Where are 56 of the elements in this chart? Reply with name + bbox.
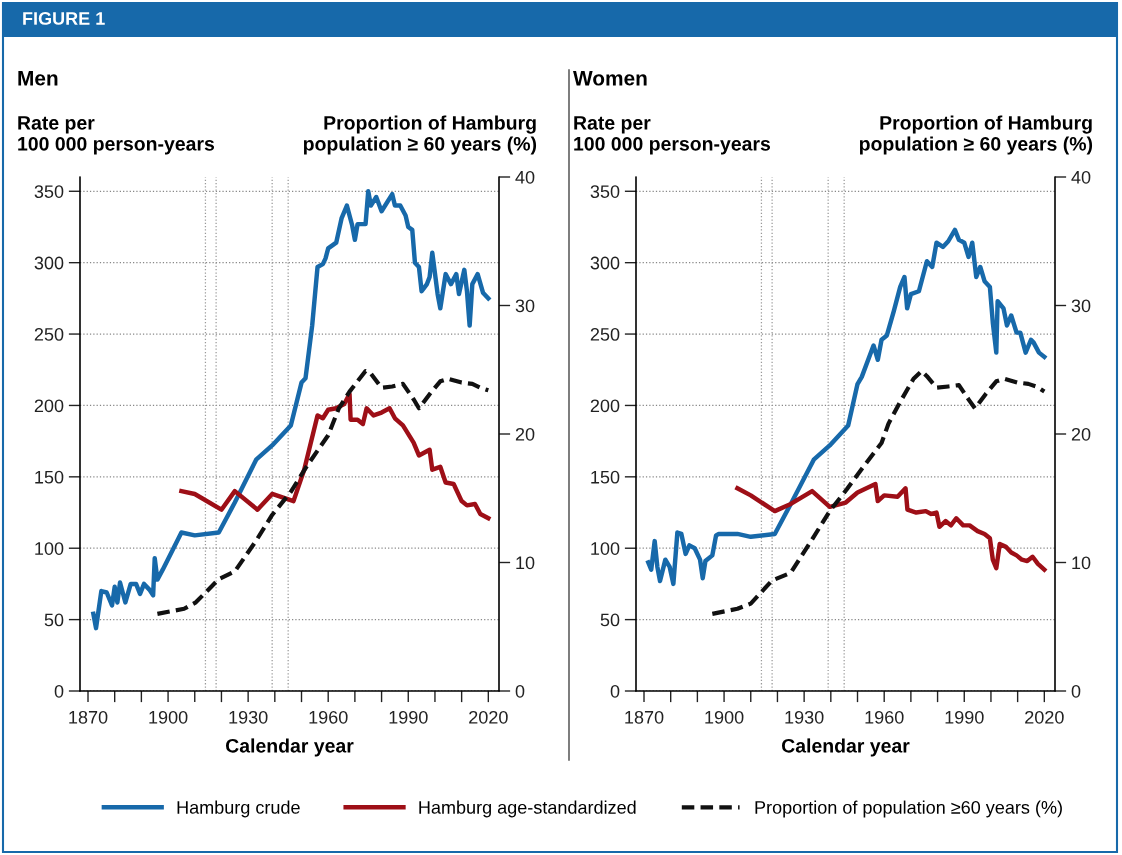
x-tick-label: 1990 (945, 710, 984, 724)
y-tick-label: 350 (590, 185, 620, 198)
y2-tick-label: 0 (515, 684, 525, 698)
legend-label: Hamburg age-standardized (419, 800, 636, 818)
y2-tick-label: 0 (1071, 684, 1081, 698)
y-tick-label: 250 (590, 327, 620, 341)
y-tick-label: 200 (590, 399, 620, 413)
y-axis-title: Rate per 100 000 person-years (18, 116, 215, 155)
chart-title: Women (573, 71, 647, 86)
y-tick-label: 150 (591, 470, 620, 484)
y2-tick-label: 40 (1071, 170, 1091, 184)
y-tick-label: 0 (54, 684, 64, 698)
y-tick-label: 100 (35, 542, 64, 555)
x-tick-label: 1990 (389, 710, 428, 724)
x-tick-label: 1930 (785, 710, 824, 724)
legend-label: Hamburg crude (177, 800, 300, 818)
line-series (735, 481, 1047, 572)
y-tick-label: 300 (590, 256, 620, 270)
y2-tick-label: 10 (516, 556, 535, 570)
y2-tick-label: 40 (515, 170, 535, 184)
line-series (155, 368, 491, 616)
y2-axis-title: Proportion of Hamburg population ≥ 60 years (%) (303, 115, 537, 155)
y-tick-label: 100 (591, 542, 620, 555)
line-series (179, 391, 491, 521)
x-tick-label: 1960 (309, 710, 348, 724)
x-tick-label: 1900 (705, 710, 744, 724)
x-tick-label: 1900 (149, 710, 188, 724)
y2-axis-title: Proportion of Hamburg population ≥ 60 years (%) (859, 115, 1093, 155)
line-series (646, 227, 1047, 587)
y2-tick-label: 10 (1072, 556, 1091, 570)
caption: FIGURE 1 (23, 12, 105, 25)
y2-tick-label: 20 (515, 427, 535, 441)
x-tick-label: 2020 (1025, 710, 1064, 724)
x-tick-label: 1930 (229, 710, 268, 724)
y-tick-label: 150 (35, 470, 64, 484)
chart-title: Men (18, 71, 58, 86)
y-axis-title: Rate per 100 000 person-years (574, 116, 771, 155)
y-tick-label: 50 (44, 613, 64, 627)
y2-tick-label: 30 (1071, 299, 1091, 313)
line-series (710, 368, 1047, 616)
x-axis-title: Calendar year (781, 738, 910, 757)
x-tick-label: 1870 (625, 710, 664, 724)
x-axis-title: Calendar year (225, 738, 354, 757)
y-tick-label: 0 (610, 684, 620, 698)
y-tick-label: 200 (34, 399, 64, 413)
y-tick-label: 350 (34, 185, 64, 198)
y2-tick-label: 20 (1071, 427, 1091, 441)
y-tick-label: 300 (34, 256, 64, 270)
line-series (91, 189, 491, 631)
legend-label: Proportion of population ≥60 years (%) (755, 800, 1062, 818)
x-tick-label: 1960 (865, 710, 904, 724)
x-tick-label: 2020 (469, 710, 508, 724)
y2-tick-label: 30 (515, 299, 535, 313)
y-tick-label: 50 (600, 613, 620, 627)
x-tick-label: 1870 (69, 710, 108, 724)
y-tick-label: 250 (34, 327, 64, 341)
